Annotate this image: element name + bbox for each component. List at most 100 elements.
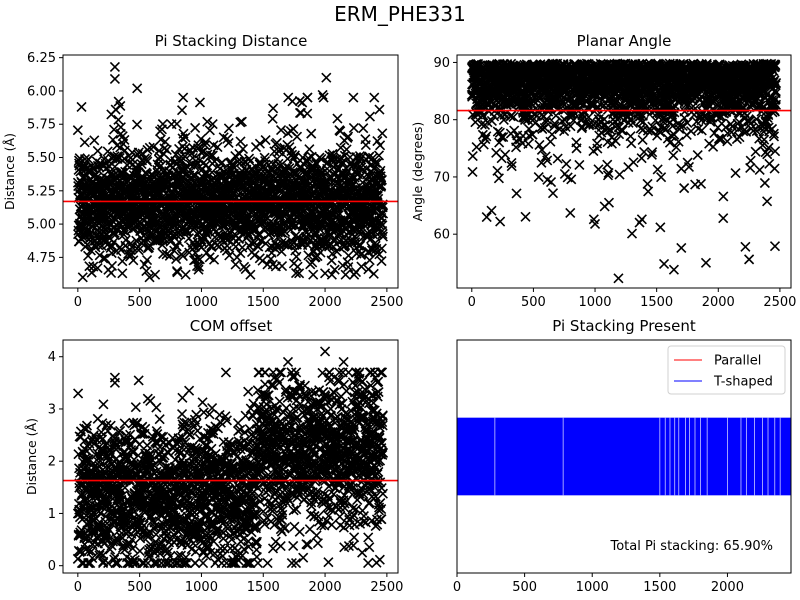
- data-point: [209, 156, 220, 167]
- data-point: [683, 161, 695, 172]
- data-point: [679, 183, 690, 194]
- data-point: [144, 240, 155, 251]
- data-point: [92, 145, 103, 157]
- data-point: [113, 96, 124, 107]
- data-point: [759, 177, 770, 189]
- data-point: [223, 137, 234, 148]
- y-tick-label: 6.25: [27, 51, 56, 66]
- data-point: [673, 136, 684, 147]
- data-point: [375, 140, 386, 151]
- data-point: [506, 157, 517, 169]
- data-point: [471, 142, 482, 153]
- y-tick-label: 5.25: [27, 184, 56, 199]
- data-point: [206, 167, 218, 178]
- data-point: [318, 92, 329, 103]
- data-point: [291, 251, 302, 262]
- data-point: [109, 73, 120, 85]
- data-point: [195, 133, 207, 145]
- data-point: [646, 149, 657, 160]
- figure-suptitle: ERM_PHE331: [334, 2, 466, 26]
- data-point: [236, 116, 247, 127]
- data-point: [259, 152, 270, 163]
- data-point: [180, 132, 191, 143]
- data-point: [196, 147, 207, 158]
- data-point: [131, 119, 143, 130]
- data-point: [536, 157, 547, 168]
- data-point: [260, 135, 271, 146]
- data-point: [304, 144, 315, 155]
- data-point: [354, 150, 365, 162]
- data-point: [534, 139, 545, 151]
- data-point: [92, 262, 103, 274]
- data-point: [511, 188, 522, 199]
- data-point: [637, 134, 648, 145]
- x-tick-label: 2000: [309, 295, 342, 310]
- data-point: [364, 255, 375, 266]
- data-point: [335, 142, 346, 153]
- data-point: [268, 103, 279, 114]
- data-point: [636, 153, 647, 164]
- data-point: [190, 122, 201, 133]
- data-point: [692, 149, 703, 161]
- data-point: [377, 208, 389, 219]
- data-point: [205, 150, 216, 161]
- data-point: [271, 137, 282, 148]
- data-point: [363, 264, 374, 275]
- data-point: [161, 144, 172, 155]
- data-point: [190, 156, 201, 167]
- data-point: [336, 228, 347, 239]
- data-point: [498, 131, 509, 143]
- data-point: [343, 262, 354, 273]
- data-point: [374, 249, 385, 260]
- data-point: [128, 255, 139, 266]
- data-point: [509, 125, 520, 136]
- data-point: [481, 211, 492, 223]
- y-tick-label: 4.75: [27, 251, 56, 266]
- data-point: [191, 160, 202, 171]
- data-point: [245, 156, 256, 167]
- data-point: [496, 132, 507, 143]
- data-point: [245, 269, 256, 280]
- data-point: [360, 139, 371, 151]
- data-point: [117, 256, 128, 267]
- data-point: [173, 237, 185, 248]
- data-point: [179, 151, 191, 162]
- data-point: [671, 142, 682, 153]
- data-point: [221, 218, 232, 229]
- data-point: [119, 134, 130, 146]
- data-point: [144, 142, 155, 153]
- data-point: [276, 260, 288, 272]
- data-point: [323, 172, 334, 183]
- data-point: [133, 245, 144, 256]
- data-point: [337, 156, 348, 168]
- data-point: [343, 250, 354, 261]
- data-point: [374, 104, 385, 115]
- data-point: [107, 134, 119, 145]
- data-point: [320, 268, 331, 279]
- data-point: [685, 126, 697, 137]
- data-point: [109, 230, 120, 241]
- data-point: [302, 108, 313, 119]
- data-point: [480, 133, 491, 145]
- data-point: [626, 138, 637, 149]
- data-point: [610, 135, 621, 147]
- x-tick-label: 0: [74, 295, 82, 310]
- data-point: [288, 123, 299, 134]
- data-point: [718, 191, 729, 202]
- data-point: [350, 266, 362, 278]
- data-point: [639, 146, 650, 157]
- data-point: [537, 123, 548, 135]
- data-point: [341, 144, 352, 155]
- data-point: [696, 125, 707, 136]
- data-point: [370, 237, 381, 249]
- data-point: [208, 254, 220, 265]
- data-point: [253, 241, 264, 252]
- data-point: [172, 267, 183, 278]
- data-point: [72, 125, 83, 136]
- data-point: [369, 92, 380, 103]
- data-point: [547, 188, 559, 199]
- data-point: [656, 172, 667, 183]
- data-point: [119, 145, 130, 156]
- data-point: [533, 171, 544, 183]
- data-point: [377, 220, 388, 231]
